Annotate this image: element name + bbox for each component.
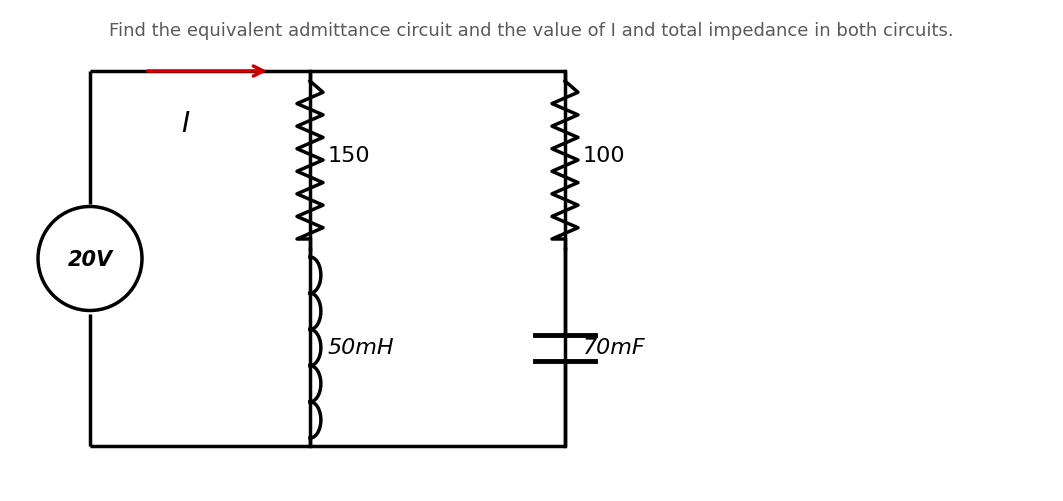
Text: 20V: 20V — [67, 249, 113, 269]
Text: 70mF: 70mF — [583, 338, 645, 358]
Text: Find the equivalent admittance circuit and the value of I and total impedance in: Find the equivalent admittance circuit a… — [109, 22, 954, 40]
Text: I: I — [181, 110, 189, 138]
Text: 150: 150 — [328, 146, 371, 166]
Text: 100: 100 — [583, 146, 626, 166]
Text: 50mH: 50mH — [328, 338, 394, 358]
